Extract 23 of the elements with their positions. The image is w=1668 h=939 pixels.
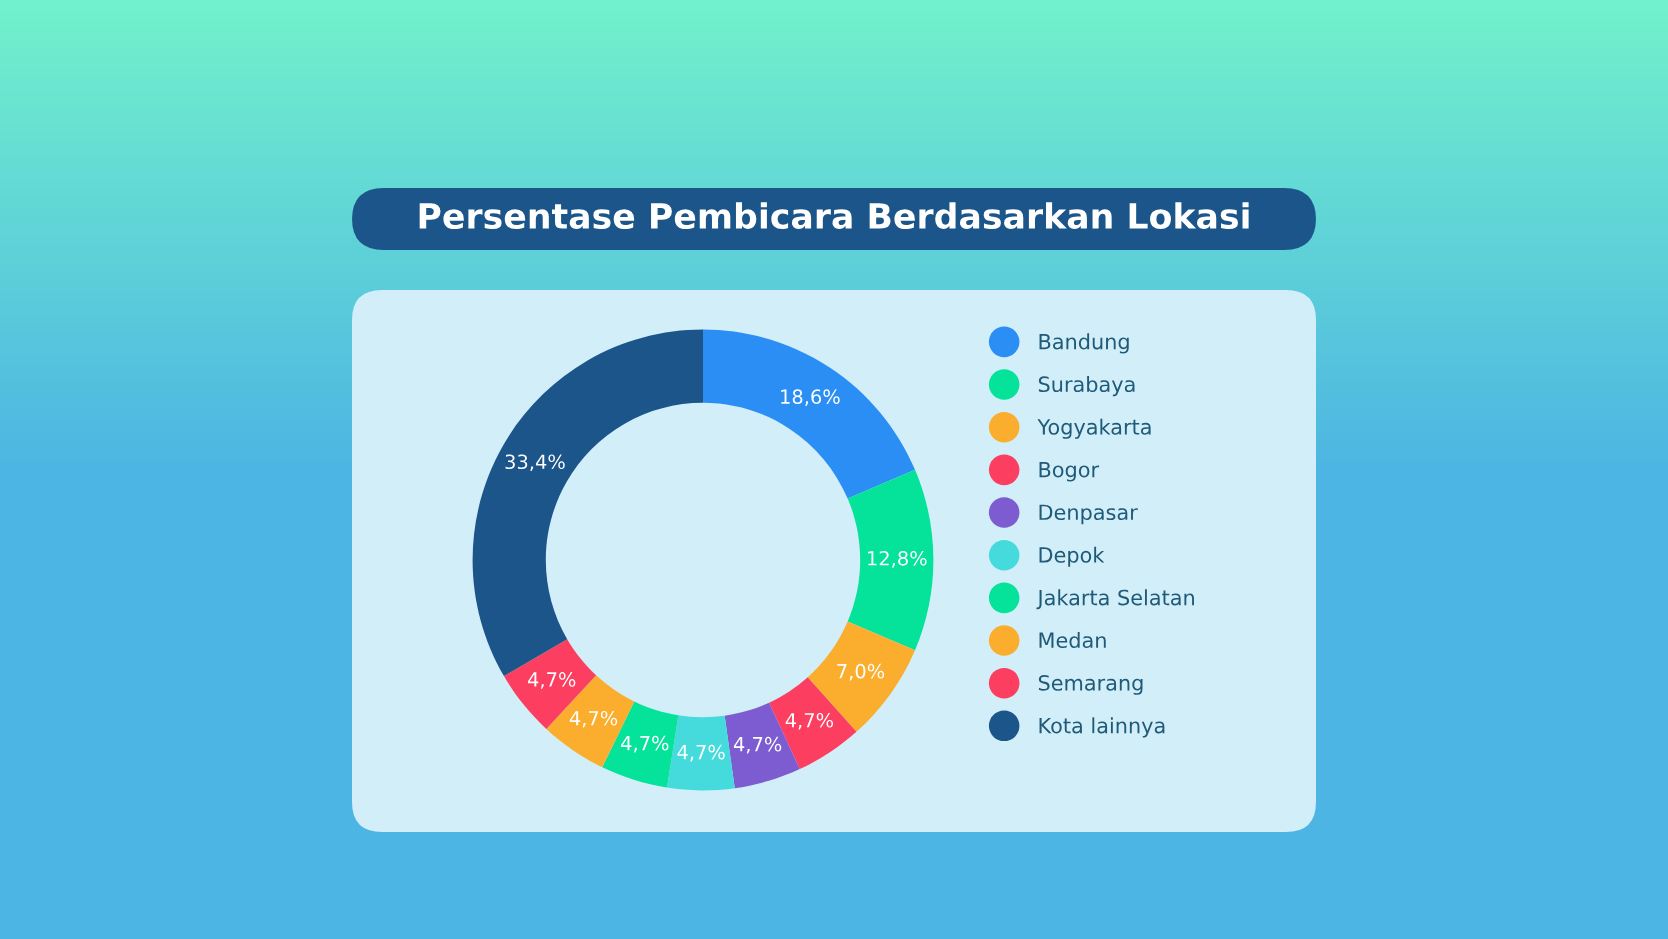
legend-label: Surabaya [1038, 376, 1135, 397]
data-label: 4,7% [677, 744, 725, 762]
data-label: 4,7% [733, 736, 782, 754]
data-label: 4,7% [621, 735, 669, 753]
donut-slice [847, 469, 934, 651]
data-label: 12,8% [868, 550, 927, 568]
legend-label: Kota lainnya [1039, 717, 1165, 738]
data-label: 4,7% [528, 672, 576, 689]
legend-label: Bandung [1039, 333, 1129, 354]
data-label: 4,7% [569, 710, 618, 728]
legend-label: Medan [1039, 631, 1106, 649]
legend-label: Semarang [1038, 675, 1143, 695]
data-label: 33,4% [505, 454, 565, 472]
legend-label: Yogyakarta [1037, 418, 1151, 439]
donut-slice [703, 329, 916, 499]
legend-label: Denpasar [1039, 504, 1138, 525]
data-label: 7,0% [837, 663, 885, 681]
data-label: 4,7% [785, 712, 834, 730]
chart-title: Persentase Pembicara Berdasarkan Lokasi [419, 202, 1249, 230]
legend-label: Depok [1039, 546, 1105, 567]
legend-label: Jakarta Selatan [1036, 589, 1194, 610]
legend-label: Bogor [1039, 461, 1100, 482]
data-label: 18,6% [781, 389, 840, 406]
